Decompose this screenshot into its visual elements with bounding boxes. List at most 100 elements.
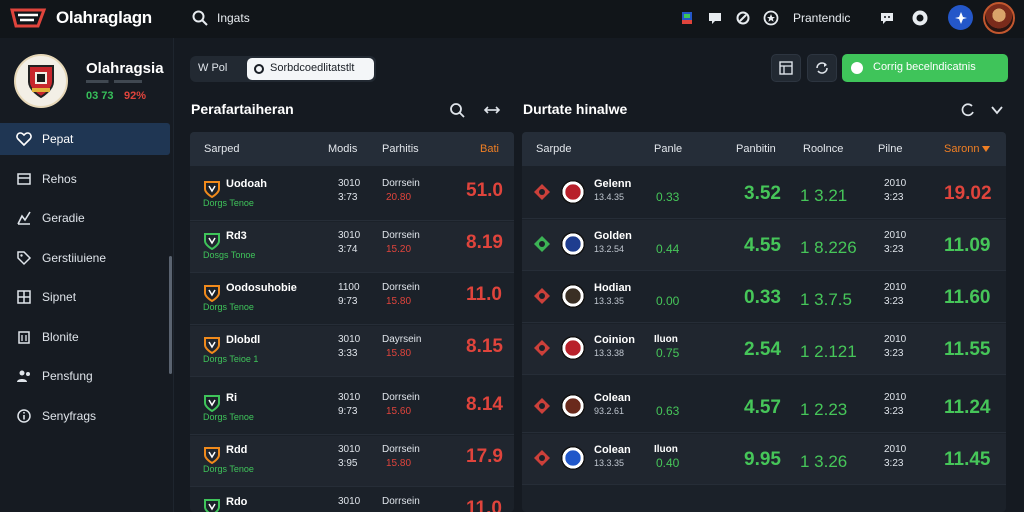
table-row[interactable]: Gelenn 13.4.35 0.33 3.52 1 3.21 2010 3:23 19.02 (522, 168, 1006, 218)
view-toggle: W Pol Sorbdcoedlitatstlt (190, 56, 376, 82)
sort-desc-icon[interactable] (982, 146, 990, 152)
match-date: 93.2.61 (594, 406, 625, 416)
table-icon (779, 61, 793, 75)
people-icon (17, 370, 30, 382)
flag-icon[interactable] (678, 9, 696, 27)
table-row[interactable]: Rd3 Dosgs Tonoe 3010 3:74 Dorrsein 15.20 8.19 (190, 222, 514, 272)
team-crest-icon (561, 284, 585, 308)
status-value: 20.80 (386, 192, 412, 203)
team-name: Rdo (226, 496, 248, 508)
column-header[interactable]: Pilne (878, 143, 903, 155)
sidebar-item-pensfung[interactable]: Pensfung (0, 360, 174, 392)
table-row[interactable]: Oodosuhobie Dorgs Tenoe 1100 9:73 Dorrsein 15… (190, 274, 514, 324)
period-value: 2010 (884, 334, 907, 345)
search-label[interactable]: Ingats (217, 11, 250, 25)
table-row[interactable]: Ri Dorgs Tenoe 3010 9:73 Dorrsein 15.60 8.14 (190, 384, 514, 434)
team-name: Rd3 (226, 230, 247, 242)
list-icon (17, 172, 31, 185)
refresh-icon[interactable] (734, 9, 752, 27)
table-row[interactable]: Dlobdl Dorgs Teioe 1 3010 3:33 Dayrsein 15.80… (190, 326, 514, 376)
team-name: Oodosuhobie (226, 282, 297, 294)
column-header[interactable]: Bati (480, 143, 499, 155)
row-divider (190, 486, 514, 487)
chevron-down-icon[interactable] (988, 101, 1006, 119)
search-icon[interactable] (448, 101, 466, 119)
column-header[interactable]: Panbitin (736, 143, 776, 155)
table-row[interactable]: Golden 13.2.54 0.44 4.55 1 8.226 2010 3:23 11.0… (522, 220, 1006, 270)
table-row[interactable]: Rdd Dorgs Tenoe 3010 3:95 Dorrsein 15.80 17.9 (190, 436, 514, 486)
score-value: 1 2.121 (800, 342, 857, 361)
brand-logo-icon[interactable] (10, 6, 48, 30)
probability-value: 0.63 (656, 404, 680, 418)
status-text: Dorrsein (382, 496, 420, 507)
team-shield-icon (204, 337, 220, 354)
refresh-icon[interactable] (959, 101, 977, 119)
star-icon[interactable] (762, 9, 780, 27)
sidebar-item-senyfrags[interactable]: Senyfrags (0, 400, 174, 432)
team-flag-icon (534, 398, 550, 414)
table-row[interactable]: Colean 13.3.35 Iluon 0.40 9.95 1 3.26 2010 3:23… (522, 434, 1006, 484)
column-header[interactable]: Roolnce (803, 143, 844, 155)
view-toggle-selected[interactable]: Sorbdcoedlitatstlt (247, 58, 374, 80)
status-text: Dorrsein (382, 444, 420, 455)
final-odds-value: 19.02 (944, 183, 992, 204)
team-subtitle: Dosgs Tonoe (203, 250, 256, 260)
column-header[interactable]: Saronn (944, 143, 980, 155)
column-header[interactable]: Sarped (204, 143, 240, 155)
chat-icon[interactable] (706, 9, 724, 27)
sidebar-item-pepat[interactable]: Pepat (0, 123, 170, 155)
profile-name: Olahragsia (86, 60, 164, 77)
sidebar-item-rehos[interactable]: Rehos (0, 163, 174, 195)
bell-icon[interactable] (948, 5, 973, 30)
column-header[interactable]: Sarpde (536, 143, 572, 155)
swap-icon[interactable] (483, 101, 501, 119)
info-icon (17, 408, 31, 423)
column-header[interactable]: Modis (328, 143, 358, 155)
match-score: 9:73 (338, 296, 358, 307)
period-time: 3:23 (884, 296, 904, 307)
probability-value: 0.33 (656, 190, 680, 204)
match-date: 13.4.35 (594, 192, 625, 202)
sync-icon (816, 62, 828, 74)
status-value: 15.20 (386, 244, 412, 255)
team-name: Ri (226, 392, 237, 404)
table-row[interactable]: Colean 93.2.61 0.63 4.57 1 2.23 2010 3:23 11.24 (522, 382, 1006, 432)
table-row[interactable]: Rdo 3010 Dorrsein 11.0 (190, 488, 514, 512)
status-value: 15.80 (386, 458, 412, 469)
brand-name[interactable]: Olahraglagn (56, 8, 152, 27)
user-avatar[interactable] (983, 2, 1015, 34)
row-divider (522, 218, 1006, 219)
match-score: 3:73 (338, 192, 358, 203)
probability-value: 0.00 (656, 294, 680, 308)
view-toggle-left[interactable]: W Pol (198, 62, 228, 74)
search-icon[interactable] (191, 9, 209, 27)
record-icon[interactable] (911, 9, 929, 27)
match-time: 3010 (338, 392, 361, 403)
column-header[interactable]: Parhitis (382, 143, 419, 155)
sidebar-scrollbar[interactable] (169, 256, 172, 374)
odds-value: 0.33 (744, 287, 781, 308)
primary-action-button[interactable]: Corrig becelndicatnis (842, 54, 1008, 82)
sync-button[interactable] (807, 54, 837, 82)
table-row[interactable]: Hodian 13.3.35 0.00 0.33 1 3.7.5 2010 3:23 11.6… (522, 272, 1006, 322)
message-icon[interactable] (878, 9, 896, 27)
sidebar-item-blonite[interactable]: Blonite (0, 321, 174, 353)
status-text: Dorrsein (382, 178, 420, 189)
table-row[interactable]: Uodoah Dorgs Tenoe 3010 3:73 Dorrsein 20.80 51… (190, 170, 514, 220)
sidebar-item-sipnet[interactable]: Sipnet (0, 281, 174, 313)
final-odds-value: 11.60 (944, 287, 991, 308)
sidebar-item-label: Senyfrags (42, 408, 97, 423)
user-name[interactable]: Prantendic (793, 11, 851, 25)
chat-bubble-icon (851, 62, 863, 74)
match-score: 3:95 (338, 458, 358, 469)
row-divider (190, 272, 514, 273)
layout-button[interactable] (771, 54, 801, 82)
sidebar-item-gerstiiuiene[interactable]: Gerstiiuiene (0, 242, 174, 274)
column-header[interactable]: Panle (654, 143, 683, 155)
profile-subtitle-bar (86, 80, 142, 83)
profile-stat-secondary: 92% (124, 90, 147, 102)
sidebar-item-geradie[interactable]: Geradie (0, 202, 174, 234)
final-odds-value: 11.09 (944, 235, 991, 256)
table-row[interactable]: Coinion 13.3.38 Iluon 0.75 2.54 1 2.121 2010 3:… (522, 324, 1006, 374)
row-divider (522, 432, 1006, 433)
